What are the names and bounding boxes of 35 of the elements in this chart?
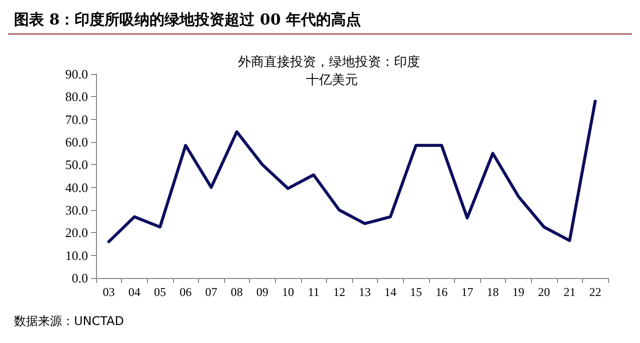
chart-subtitle: 外商直接投资，绿地投资：印度 — [238, 54, 420, 70]
x-tick-label: 09 — [256, 285, 268, 299]
y-tick-label: 80.0 — [65, 89, 88, 104]
x-tick-label: 20 — [538, 285, 550, 299]
x-tick-label: 18 — [486, 285, 499, 299]
y-tick-label: 20.0 — [65, 225, 88, 240]
x-tick-label: 13 — [358, 285, 371, 299]
x-tick-label: 08 — [230, 285, 243, 299]
y-tick-label: 70.0 — [65, 112, 88, 127]
x-tick-label: 03 — [102, 285, 115, 299]
x-tick-label: 10 — [282, 285, 294, 299]
x-tick-label: 11 — [308, 285, 320, 299]
x-tick-label: 15 — [410, 285, 422, 299]
y-tick-label: 0.0 — [72, 270, 88, 286]
x-tick-label: 16 — [436, 285, 448, 299]
source-note: 数据来源：UNCTAD — [14, 314, 124, 328]
y-tick-label: 10.0 — [65, 248, 88, 263]
x-tick-label: 21 — [564, 285, 576, 299]
y-tick-label: 30.0 — [65, 202, 88, 218]
x-tick-label: 17 — [461, 285, 474, 299]
x-tick-label: 14 — [384, 285, 396, 299]
x-tick-label: 07 — [205, 285, 218, 299]
line-series — [107, 100, 597, 244]
x-tick-label: 04 — [128, 285, 140, 299]
x-tick-label: 22 — [589, 285, 602, 299]
x-tick-label: 05 — [154, 285, 166, 299]
y-tick-label: 60.0 — [65, 134, 88, 150]
x-tick-label: 06 — [180, 285, 192, 299]
y-tick-label: 50.0 — [65, 157, 88, 172]
y-tick-label: 90.0 — [65, 66, 88, 82]
x-tick-label: 12 — [333, 285, 346, 299]
chart-title: 图表 8：印度所吸纳的绿地投资超过 00 年代的高点 — [14, 10, 361, 28]
x-tick-label: 19 — [512, 285, 524, 299]
y-tick-label: 40.0 — [65, 180, 88, 195]
y-axis-title: 十亿美元 — [306, 72, 358, 88]
